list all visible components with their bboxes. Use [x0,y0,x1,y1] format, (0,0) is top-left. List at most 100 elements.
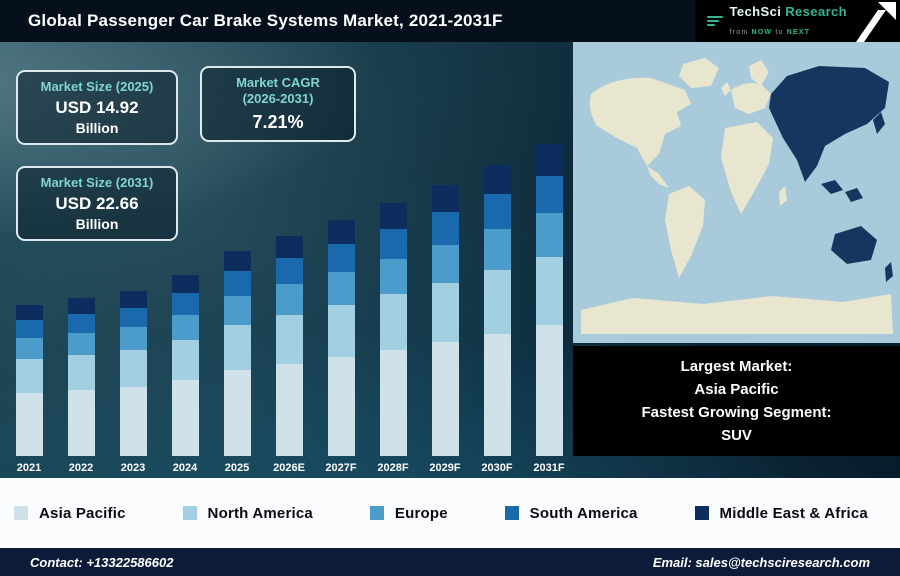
bar-segment-middle-east-africa [431,184,459,213]
map-central-america [647,166,669,188]
bar-segment-europe [275,284,303,316]
bar-segment-asia-pacific [223,369,251,456]
map-europe [731,82,771,114]
bar-segment-south-america [431,212,459,245]
footer-bar: Contact: +13322586602 Email: sales@techs… [0,548,900,576]
callout-line: Asia Pacific [694,381,779,398]
bar-segment-middle-east-africa [535,144,563,176]
bar-segment-north-america [483,270,511,334]
page-title: Global Passenger Car Brake Systems Marke… [28,11,503,30]
bar-segment-middle-east-africa [15,304,43,320]
bar-stack-2026e [275,236,303,456]
legend-swatch-europe [369,506,384,520]
stat-label: Market CAGR (2026-2031) [236,75,320,107]
x-axis-label: 2029F [429,462,461,474]
x-axis-label: 2024 [172,462,198,474]
legend-label: Asia Pacific [39,504,126,522]
map-australia [831,226,877,264]
bar-segment-europe [483,229,511,271]
bar-segment-south-america [535,175,563,213]
bar-segment-europe [119,327,147,351]
map-greenland [679,58,719,88]
logo-lines-icon [706,16,723,26]
stat-market-cagr: Market CAGR (2026-2031) 7.21% [200,66,356,142]
bar-segment-south-america [223,271,251,297]
bar-stack-2025 [223,250,251,456]
bar-segment-middle-east-africa [327,220,355,244]
bar-segment-north-america [15,359,43,393]
legend-item-south-america: South America [504,505,638,522]
bar-segment-asia-pacific [379,349,407,456]
bar-stack-2031f [535,144,563,456]
legend-label: North America [207,504,313,522]
bar-stack-2021 [15,304,43,456]
arrow-icon [854,0,896,42]
bar-segment-middle-east-africa [67,297,95,314]
x-axis-label: 2027F [325,462,357,474]
bar-stack-2023 [119,291,147,456]
logo-tagline: from NOW to NEXT [729,29,811,36]
bar-segment-north-america [223,324,251,370]
legend-swatch-asia-pacific [14,506,28,520]
bar-segment-south-america [379,228,407,259]
callout-line: Largest Market: [680,358,793,375]
map-antarctica [581,294,893,334]
bar-segment-south-america [327,243,355,273]
bar-segment-south-america [171,292,199,315]
bar-segment-asia-pacific [431,342,459,456]
contact-text: Contact: +13322586602 [30,554,174,570]
bar-stack-2027f [327,220,355,456]
bar-column-2030f: 2030F [481,165,513,478]
callout-line: Fastest Growing Segment: [641,404,832,421]
bar-segment-europe [15,338,43,360]
header-bar: Global Passenger Car Brake Systems Marke… [0,0,900,42]
bar-segment-asia-pacific [483,333,511,456]
legend-item-north-america: North America [182,504,313,522]
bar-segment-asia-pacific [327,357,355,456]
legend-item-middle-east-africa: Middle East & Africa [694,505,868,522]
techsci-logo: TechSci Research from NOW to NEXT [694,0,900,42]
email-text: Email: sales@techsciresearch.com [652,554,870,570]
bar-segment-north-america [379,294,407,350]
bar-segment-asia-pacific [171,379,199,456]
stat-market-size-2031: Market Size (2031) USD 22.66 Billion [16,166,178,242]
bar-segment-north-america [275,315,303,364]
stat-unit: Billion [75,216,119,233]
x-axis-label: 2026E [273,462,305,474]
bar-segment-asia-pacific [15,392,43,456]
x-axis-label: 2030F [481,462,513,474]
legend-item-asia-pacific: Asia Pacific [14,505,126,522]
largest-market-callout: Largest Market: Asia Pacific Fastest Gro… [573,346,900,456]
stat-unit: Billion [75,120,119,137]
bar-segment-europe [171,314,199,340]
bar-segment-europe [327,272,355,306]
legend-swatch-middle-east-africa [694,506,709,520]
bar-column-2021: 2021 [14,304,44,478]
map-scandinavia [749,60,769,86]
bar-stack-2022 [67,297,95,456]
x-axis-label: 2031F [533,462,565,474]
bar-segment-middle-east-africa [171,274,199,293]
stat-value: 7.21% [252,111,304,132]
x-axis-label: 2023 [120,462,146,474]
bar-segment-south-america [67,313,95,333]
x-axis-label: 2025 [224,462,250,474]
bar-column-2027f: 2027F [325,220,357,478]
chart-canvas: Market Size (2025) USD 14.92 Billion Mar… [0,42,900,478]
bar-segment-asia-pacific [67,389,95,456]
map-britain [721,82,731,96]
legend-item-europe: Europe [369,505,448,522]
bar-segment-europe [431,244,459,283]
bar-segment-asia-pacific [119,386,147,456]
bar-segment-europe [67,332,95,355]
bar-segment-north-america [431,282,459,343]
bar-segment-south-america [275,258,303,285]
map-japan [873,112,885,134]
bar-segment-middle-east-africa [223,250,251,272]
bar-column-2031f: 2031F [533,144,565,478]
stat-label: Market Size (2025) [40,79,154,94]
bar-column-2029f: 2029F [429,184,461,478]
bar-stack-2024 [171,274,199,456]
bar-segment-north-america [119,350,147,387]
bar-segment-europe [379,258,407,295]
